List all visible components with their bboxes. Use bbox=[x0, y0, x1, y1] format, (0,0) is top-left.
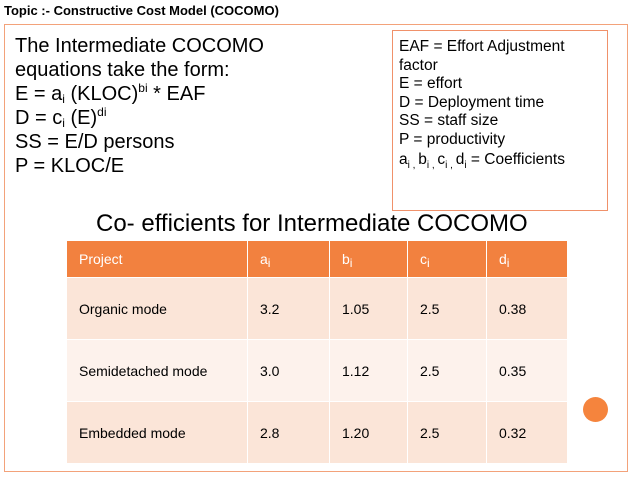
cell-project: Embedded mode bbox=[66, 401, 248, 464]
cell-a: 2.8 bbox=[247, 401, 330, 464]
table-row: Organic mode 3.2 1.05 2.5 0.38 bbox=[66, 277, 568, 340]
cell-b: 1.12 bbox=[329, 339, 408, 402]
table-title: Co- efficients for Intermediate COCOMO bbox=[96, 210, 528, 237]
cell-project: Semidetached mode bbox=[66, 339, 248, 402]
legend-staff-size: SS = staff size bbox=[399, 112, 499, 129]
cell-a: 3.0 bbox=[247, 339, 330, 402]
table-row: Semidetached mode 3.0 1.12 2.5 0.35 bbox=[66, 339, 568, 402]
staff-size-equation: SS = E/D persons bbox=[15, 131, 175, 153]
equations-intro-line1: The Intermediate COCOMO bbox=[15, 35, 264, 57]
cell-d: 0.38 bbox=[486, 277, 568, 340]
topic-heading: Topic :- Constructive Cost Model (COCOMO… bbox=[4, 3, 279, 18]
coefficients-table: Project ai bi ci di Organic mode 3.2 1.0… bbox=[66, 240, 568, 464]
decorative-circle bbox=[583, 397, 608, 422]
cell-b: 1.20 bbox=[329, 401, 408, 464]
header-b: bi bbox=[329, 240, 408, 278]
header-project: Project bbox=[66, 240, 248, 278]
header-a: ai bbox=[247, 240, 330, 278]
legend-coefficients: ai , bi , ci , di = Coefficients bbox=[399, 151, 565, 171]
cell-d: 0.32 bbox=[486, 401, 568, 464]
legend-effort: E = effort bbox=[399, 75, 463, 92]
deployment-equation: D = ci (E)di bbox=[15, 105, 107, 130]
cell-project: Organic mode bbox=[66, 277, 248, 340]
cell-b: 1.05 bbox=[329, 277, 408, 340]
cell-d: 0.35 bbox=[486, 339, 568, 402]
cell-c: 2.5 bbox=[407, 401, 487, 464]
cell-c: 2.5 bbox=[407, 339, 487, 402]
legend-eaf-line1: EAF = Effort Adjustment bbox=[399, 38, 565, 55]
legend-eaf-line2: factor bbox=[399, 56, 438, 74]
productivity-equation: P = KLOC/E bbox=[15, 155, 125, 177]
table-header-row: Project ai bi ci di bbox=[66, 240, 568, 278]
cell-c: 2.5 bbox=[407, 277, 487, 340]
cell-a: 3.2 bbox=[247, 277, 330, 340]
equations-block: The Intermediate COCOMO equations take t… bbox=[15, 34, 264, 178]
effort-equation: E = ai (KLOC)bi * EAF bbox=[15, 81, 206, 106]
legend-deployment: D = Deployment time bbox=[399, 93, 545, 111]
legend-box: EAF = Effort Adjustment factor E = effor… bbox=[392, 30, 608, 211]
slide-frame bbox=[4, 24, 628, 472]
legend-productivity: P = productivity bbox=[399, 130, 506, 148]
equations-intro-line2: equations take the form: bbox=[15, 59, 230, 81]
table-row: Embedded mode 2.8 1.20 2.5 0.32 bbox=[66, 401, 568, 464]
header-c: ci bbox=[407, 240, 487, 278]
header-d: di bbox=[486, 240, 568, 278]
